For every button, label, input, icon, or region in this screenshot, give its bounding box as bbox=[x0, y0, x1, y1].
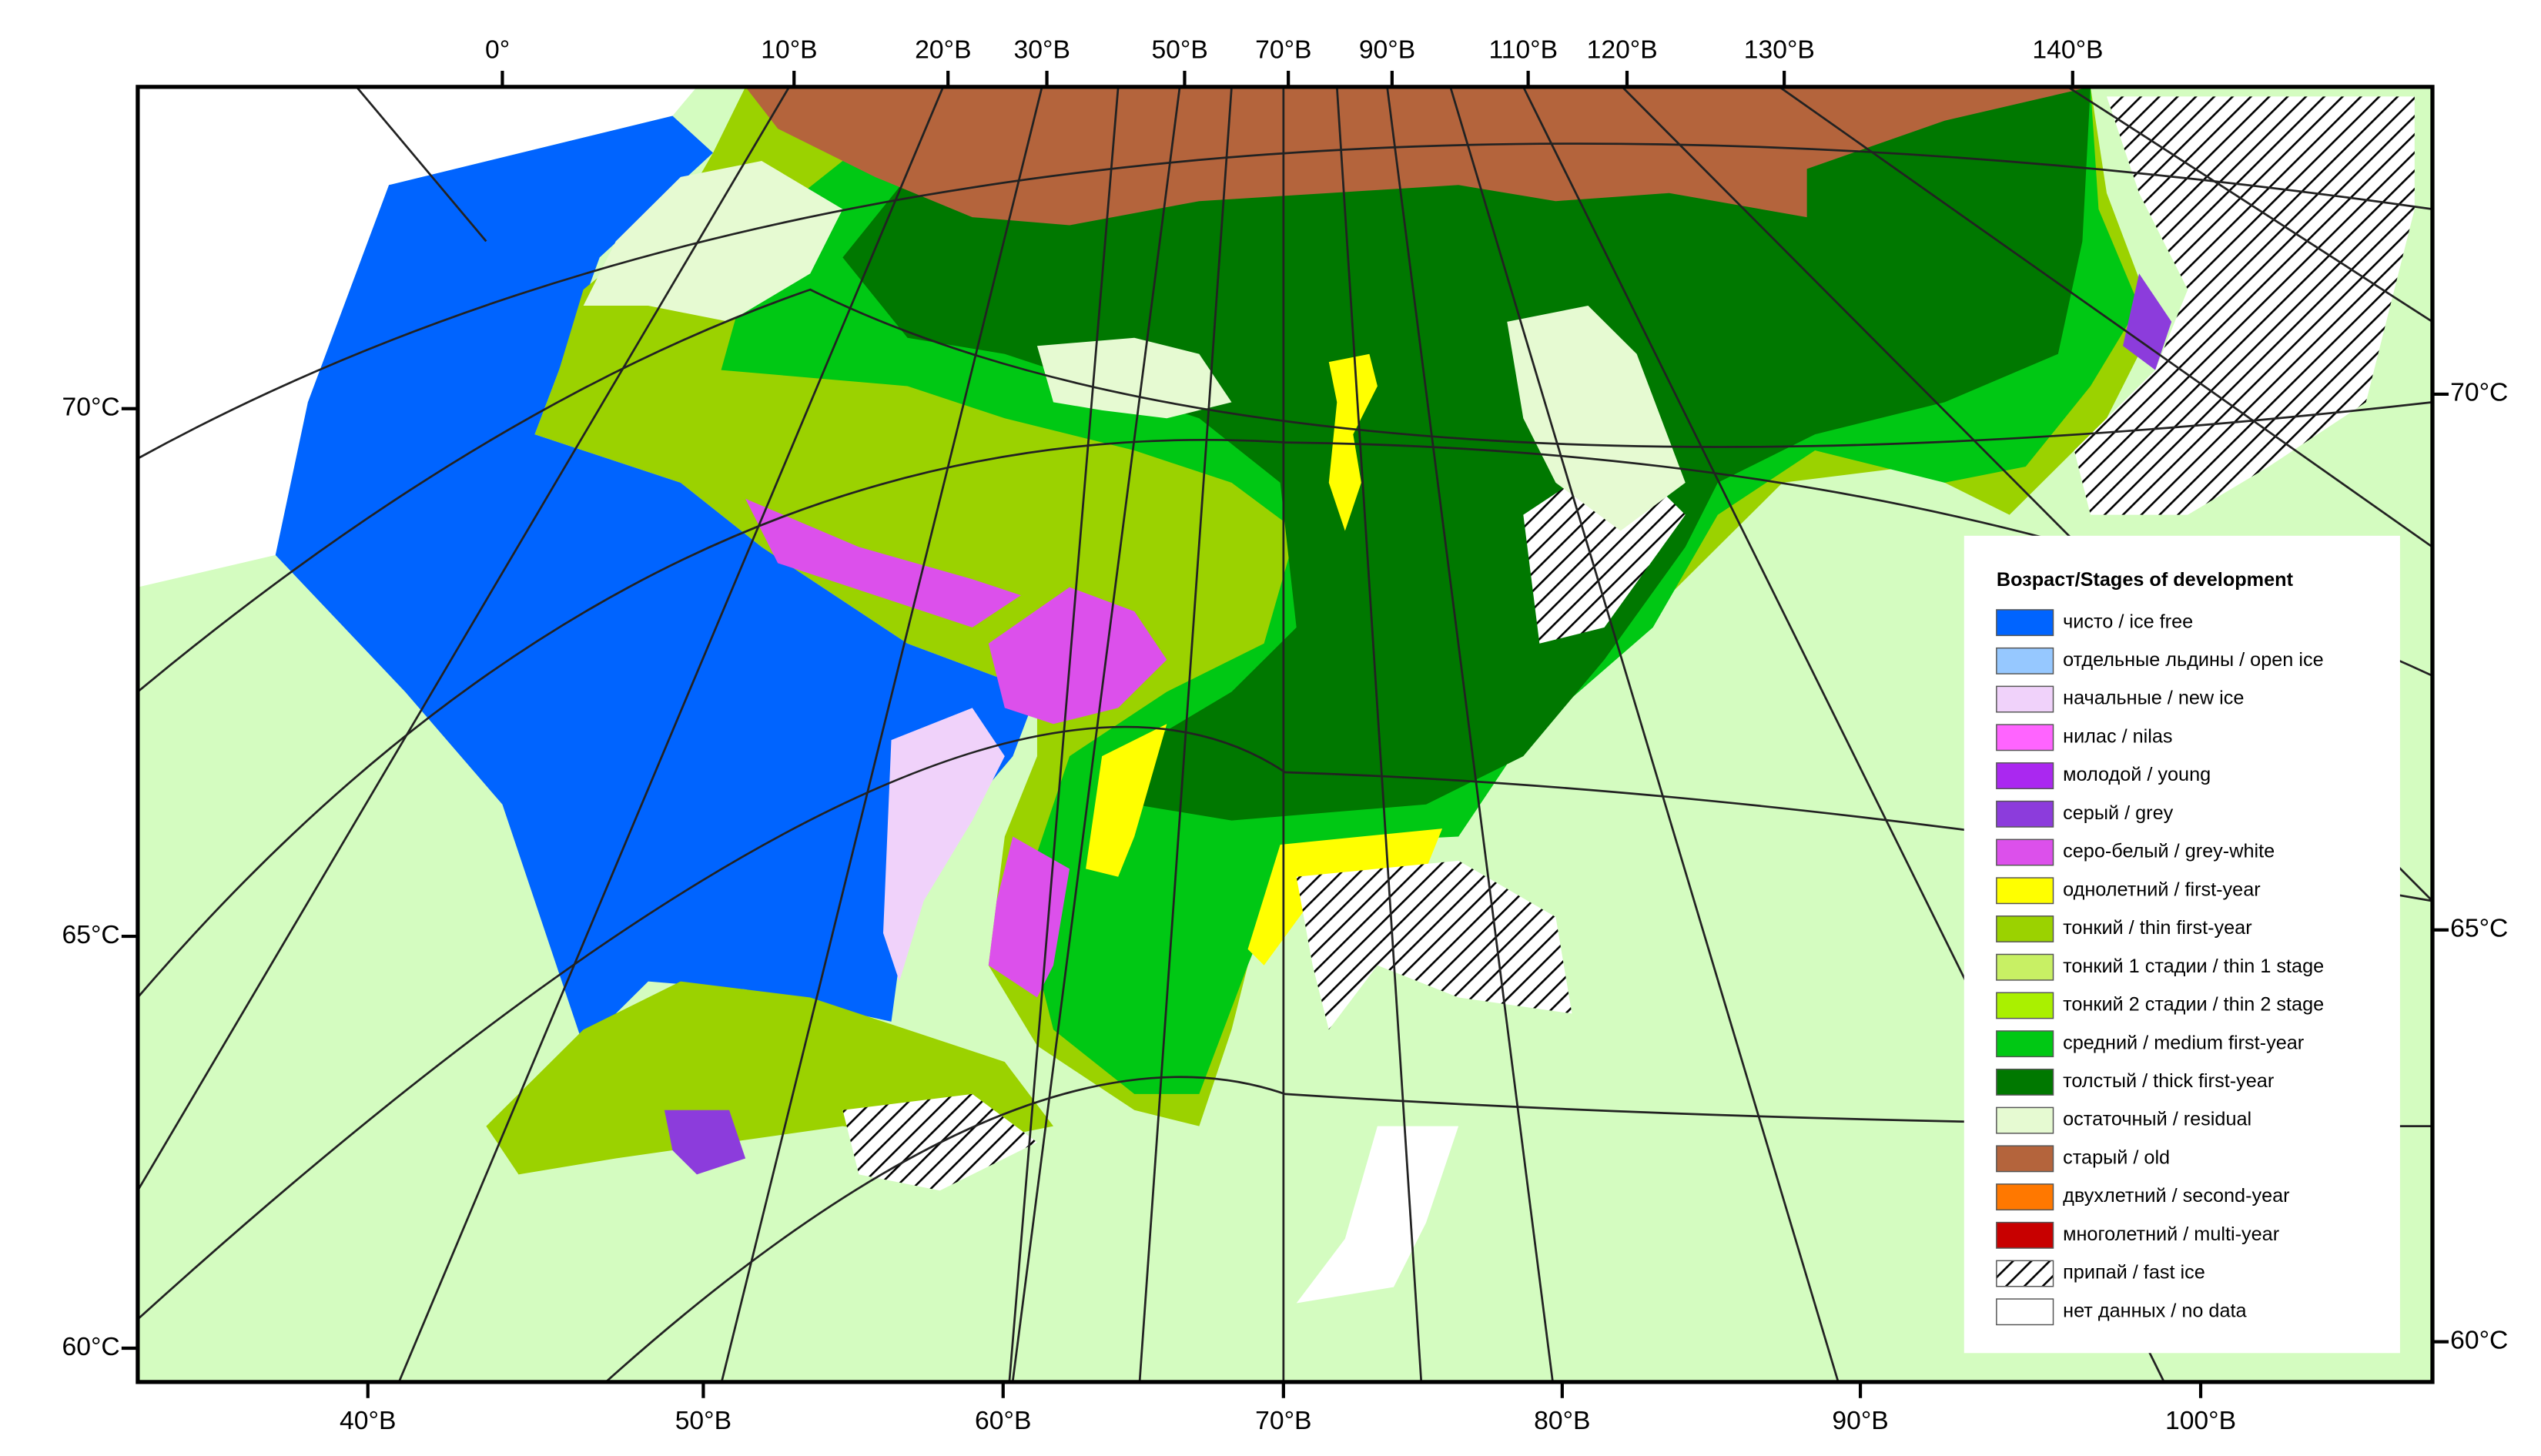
legend-label: однолетний / first-year bbox=[2063, 879, 2261, 900]
bottom-longitude-label: 40°В bbox=[340, 1407, 396, 1435]
legend-label: средний / medium first-year bbox=[2063, 1032, 2304, 1053]
legend-label: нет данных / no data bbox=[2063, 1300, 2246, 1321]
grey-ice bbox=[664, 1110, 746, 1175]
top-longitude-label: 70°В bbox=[1255, 36, 1311, 65]
thick-first-year bbox=[842, 86, 2091, 821]
island bbox=[583, 160, 843, 322]
legend-label: многолетний / multi-year bbox=[2063, 1223, 2279, 1245]
legend-swatch bbox=[1996, 838, 2054, 866]
top-longitude-label: 90°В bbox=[1359, 36, 1415, 65]
no-data-area bbox=[1296, 1126, 1459, 1304]
top-longitude-label: 20°В bbox=[915, 36, 971, 65]
legend-swatch bbox=[1996, 1068, 2054, 1096]
legend-swatch bbox=[1996, 685, 2054, 713]
legend-label: остаточный / residual bbox=[2063, 1109, 2251, 1130]
legend-swatch bbox=[1996, 800, 2054, 828]
legend-swatch bbox=[1996, 609, 2054, 637]
legend-label: тонкий 2 стадии / thin 2 stage bbox=[2063, 994, 2324, 1016]
legend-items: чисто / ice free отдельные льдины / open … bbox=[1996, 609, 2324, 1326]
legend-label: старый / old bbox=[2063, 1147, 2170, 1169]
grey-white-ice bbox=[988, 587, 1167, 725]
bottom-longitude-label: 80°В bbox=[1534, 1407, 1590, 1435]
bottom-longitude-label: 60°В bbox=[975, 1407, 1031, 1435]
top-longitude-label: 30°В bbox=[1014, 36, 1070, 65]
legend-label: чисто / ice free bbox=[2063, 611, 2193, 632]
legend-swatch bbox=[1996, 1106, 2054, 1134]
top-longitude-label: 0° bbox=[485, 36, 510, 65]
ice-free bbox=[275, 115, 1037, 1046]
coordinate-labels: 0° 10°В 20°В 30°В 50°В 70°В 90°В 110°В 120°В 130°… bbox=[62, 36, 2509, 1435]
graticule bbox=[137, 86, 2432, 1382]
legend-label: серо-белый / grey-white bbox=[2063, 841, 2275, 862]
first-year-ice bbox=[1086, 724, 1167, 877]
legend: Возраст/Stages of development чисто / ic… bbox=[1964, 535, 2400, 1354]
bottom-longitude-label: 50°В bbox=[675, 1407, 732, 1435]
legend-label: тонкий / thin first-year bbox=[2063, 917, 2251, 939]
legend-label: начальные / new ice bbox=[2063, 688, 2244, 709]
legend-label: тонкий 1 стадии / thin 1 stage bbox=[2063, 956, 2324, 977]
legend-label: толстый / thick first-year bbox=[2063, 1070, 2274, 1092]
legend-swatch bbox=[1996, 915, 2054, 942]
legend-swatch bbox=[1996, 1221, 2054, 1249]
legend-swatch bbox=[1996, 953, 2054, 981]
grey-white-ice bbox=[745, 498, 1021, 628]
legend-swatch bbox=[1996, 1183, 2054, 1211]
island bbox=[1036, 337, 1232, 419]
legend-swatch bbox=[1996, 1298, 2054, 1326]
top-longitude-label: 50°В bbox=[1151, 36, 1207, 65]
bottom-longitude-label: 70°В bbox=[1255, 1407, 1311, 1435]
new-ice bbox=[883, 708, 1005, 982]
top-longitude-label: 110°В bbox=[1489, 36, 1558, 65]
first-year-ice bbox=[1328, 353, 1378, 531]
legend-swatch bbox=[1996, 1145, 2054, 1173]
left-latitude-label: 70°С bbox=[62, 393, 120, 422]
legend-label: серый / grey bbox=[2063, 802, 2174, 824]
legend-title: Возраст/Stages of development bbox=[1997, 569, 2294, 591]
old-ice bbox=[745, 86, 2091, 226]
legend-label: припай / fast ice bbox=[2063, 1262, 2205, 1284]
fast-ice bbox=[2074, 96, 2415, 515]
grey-ice bbox=[2123, 273, 2172, 370]
grey-white-ice bbox=[988, 836, 1070, 998]
left-latitude-label: 60°С bbox=[62, 1333, 120, 1361]
legend-label: нилас / nilas bbox=[2063, 726, 2172, 748]
legend-swatch bbox=[1996, 647, 2054, 674]
top-longitude-label: 10°В bbox=[761, 36, 817, 65]
no-data-area bbox=[137, 86, 697, 587]
legend-swatch bbox=[1996, 724, 2054, 751]
legend-label: двухлетний / second-year bbox=[2063, 1185, 2289, 1207]
legend-swatch bbox=[1996, 1260, 2054, 1287]
right-latitude-label: 70°С bbox=[2450, 379, 2508, 407]
legend-swatch bbox=[1996, 877, 2054, 905]
legend-swatch bbox=[1996, 762, 2054, 790]
bottom-longitude-label: 90°В bbox=[1832, 1407, 1888, 1435]
bottom-longitude-label: 100°В bbox=[2165, 1407, 2236, 1435]
legend-label: отдельные льдины / open ice bbox=[2063, 649, 2323, 671]
first-year-ice bbox=[1247, 828, 1443, 966]
top-longitude-label: 130°В bbox=[1744, 36, 1815, 65]
left-latitude-label: 65°С bbox=[62, 921, 120, 949]
right-latitude-label: 65°С bbox=[2450, 915, 2508, 943]
top-longitude-label: 140°В bbox=[2032, 36, 2103, 65]
legend-swatch bbox=[1996, 1030, 2054, 1058]
top-longitude-label: 120°В bbox=[1587, 36, 1658, 65]
legend-label: молодой / young bbox=[2063, 764, 2211, 785]
legend-swatch bbox=[1996, 992, 2054, 1019]
right-latitude-label: 60°С bbox=[2450, 1327, 2508, 1355]
